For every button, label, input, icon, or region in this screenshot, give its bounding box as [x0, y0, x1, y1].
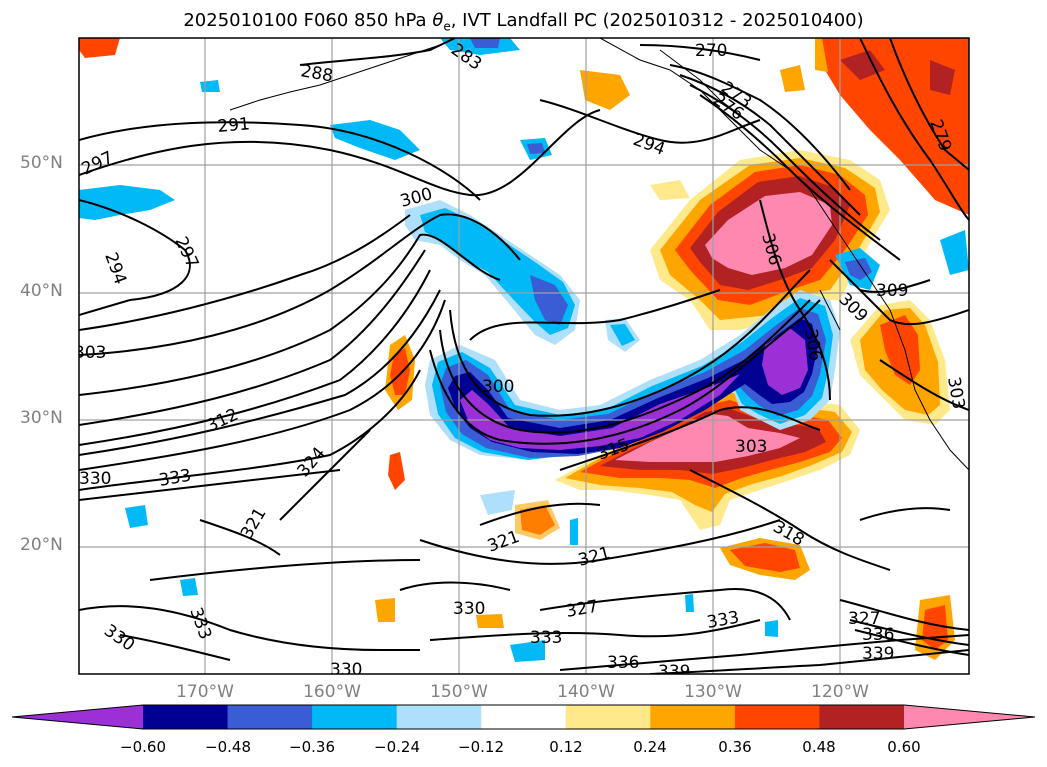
colorbar-tick-label: −0.48: [205, 738, 251, 756]
colorbar-tick-label: 0.48: [802, 738, 836, 756]
colorbar-segments: [143, 705, 905, 729]
colorbar-extend-left: [12, 705, 143, 729]
theta-e-contours: [79, 38, 969, 674]
colorbar: [11, 704, 1036, 730]
colorbar-segment: [565, 705, 651, 729]
colorbar-tick-label: −0.24: [374, 738, 420, 756]
colorbar-tick-label: 0.60: [887, 738, 921, 756]
contour-273: [669, 64, 851, 191]
contour-312: [79, 289, 441, 456]
contour-270: [639, 44, 761, 61]
colorbar-tick-label: −0.12: [458, 738, 504, 756]
contour-label: 336: [862, 625, 894, 645]
map-plot-area: 270 273 276 279 283 288 291 294 294 297 …: [74, 38, 969, 682]
contour-339: [649, 649, 969, 674]
contour-318: [689, 469, 891, 571]
colorbar-tick-label: −0.36: [289, 738, 335, 756]
colorbar-segment: [650, 705, 736, 729]
contour-label: 333: [530, 628, 562, 648]
colorbar-segment: [396, 705, 482, 729]
contour-300: [79, 213, 521, 356]
colorbar-segment: [734, 705, 820, 729]
contour-label: 330: [453, 599, 485, 619]
contour-label: 303: [74, 343, 106, 363]
contour-321: [419, 519, 781, 565]
colorbar-segment: [481, 705, 567, 729]
shade-ne-red: [840, 50, 885, 80]
chart-title: 2025010100 F060 850 hPa θe, IVT Landfall…: [0, 10, 1047, 34]
title-suffix: , IVT Landfall PC (2025010312 - 20250104…: [450, 10, 864, 31]
colorbar-extend-right: [904, 705, 1035, 729]
contour-288: [299, 38, 456, 66]
lon-label: 120°W: [811, 682, 869, 702]
contour-label: 300: [482, 377, 514, 397]
lon-label: 160°W: [303, 682, 361, 702]
contour-330: [79, 369, 421, 491]
lon-label: 170°W: [176, 682, 234, 702]
lat-label: 20°N: [20, 535, 63, 555]
colorbar-segment: [312, 705, 398, 729]
contour-297: [79, 109, 601, 197]
colorbar-tick-label: 0.36: [718, 738, 752, 756]
colorbar-segment: [143, 705, 229, 729]
contour-label: 330: [79, 469, 111, 489]
contour-336: [559, 634, 969, 671]
contour-327: [149, 559, 421, 581]
lat-label: 30°N: [20, 408, 63, 428]
map-frame: [78, 37, 970, 675]
contour-306: [759, 199, 831, 401]
contour-309: [829, 259, 969, 326]
contour-330-low: [79, 605, 420, 651]
contour-324: [279, 429, 371, 521]
contour-label: 330: [330, 660, 362, 680]
coastline: [229, 38, 969, 471]
lon-label: 150°W: [430, 682, 488, 702]
colorbar-segment: [819, 705, 905, 729]
colorbar-segment: [227, 705, 313, 729]
shade-warm-band-pink: [615, 414, 800, 462]
lat-label: 50°N: [20, 153, 63, 173]
title-theta-sub: e: [443, 19, 451, 34]
contour-291: [79, 121, 481, 201]
contour-label: 339: [658, 662, 690, 682]
shade-ne-red2: [930, 60, 955, 95]
lon-label: 130°W: [684, 682, 742, 702]
colorbar-tick-label: 0.12: [549, 738, 583, 756]
colorbar-tick-label: −0.60: [120, 738, 166, 756]
contour-333: [79, 469, 341, 501]
lat-label: 40°N: [20, 281, 63, 301]
contour-label: 303: [735, 437, 767, 457]
contour-label: 270: [695, 41, 727, 61]
contour-294: [539, 99, 761, 144]
lon-label: 140°W: [557, 682, 615, 702]
contour-label: 327: [848, 609, 880, 629]
contour-333-low: [429, 619, 761, 641]
title-prefix: 2025010100 F060 850 hPa: [183, 10, 433, 31]
graticule: [79, 38, 969, 674]
shade-ne-yellow: [815, 38, 828, 72]
colorbar-outline: [11, 704, 1036, 730]
shade-cold-band-purple: [460, 374, 740, 450]
contour-315: [559, 406, 821, 471]
contour-labels: 270 273 276 279 283 288 291 294 294 297 …: [74, 40, 968, 682]
title-theta: θ: [432, 10, 444, 31]
contour-303: [79, 233, 501, 396]
colorbar-tick-label: 0.24: [633, 738, 667, 756]
contour-label: 336: [607, 653, 639, 673]
contour-label: 291: [217, 114, 251, 137]
contour-label: 339: [862, 644, 894, 664]
contour-label: 309: [876, 281, 908, 301]
